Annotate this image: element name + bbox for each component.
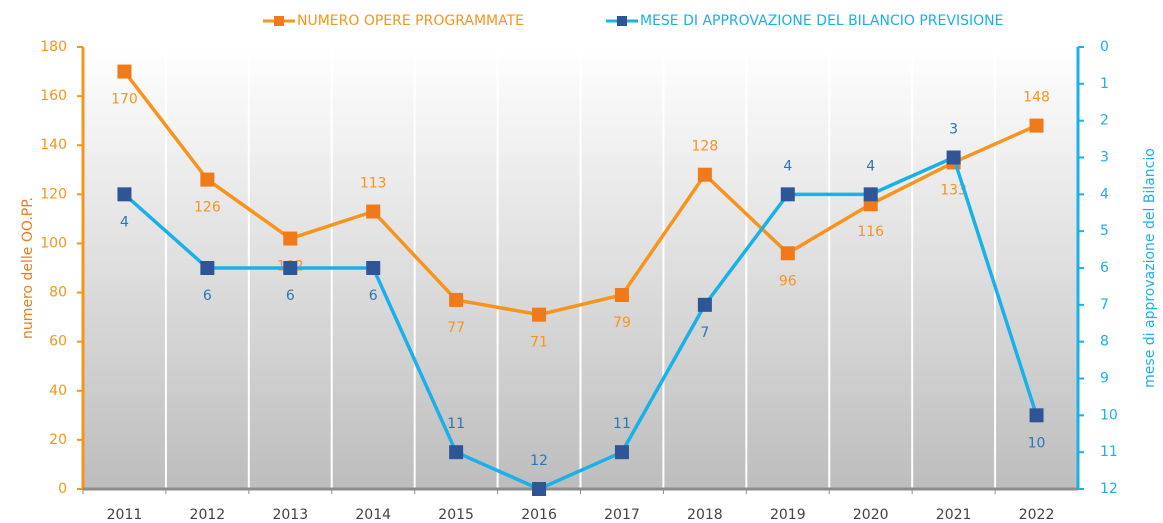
y-tick-label: 20 (49, 432, 67, 448)
data-label: 148 (1023, 90, 1050, 106)
marker (366, 204, 381, 219)
data-label: 126 (194, 200, 221, 216)
marker (200, 261, 215, 275)
y2-tick-label: 9 (1100, 371, 1109, 387)
legend-label: MESE DI APPROVAZIONE DEL BILANCIO PREVIS… (640, 13, 1003, 29)
marker (780, 246, 795, 261)
marker (1029, 408, 1044, 423)
x-tick-label: 2018 (687, 507, 723, 523)
marker (697, 297, 712, 312)
data-label: 3 (949, 122, 958, 138)
x-tick-label: 2015 (438, 507, 474, 523)
x-tick-label: 2020 (853, 507, 889, 523)
marker (614, 445, 629, 460)
y2-tick-label: 0 (1100, 39, 1109, 55)
x-tick-label: 2016 (521, 507, 557, 523)
marker (532, 482, 547, 496)
x-tick-label: 2021 (936, 507, 972, 523)
y2-tick-label: 4 (1100, 186, 1109, 202)
data-label: 12 (530, 453, 548, 469)
marker (1029, 118, 1044, 133)
y-tick-label: 40 (49, 383, 67, 399)
marker (697, 167, 712, 182)
y-tick-label: 120 (40, 186, 67, 202)
data-label: 7 (700, 325, 709, 341)
data-label: 133 (940, 182, 967, 198)
marker (532, 307, 547, 322)
data-label: 4 (866, 158, 875, 174)
data-label: 79 (613, 315, 631, 331)
data-label: 6 (369, 288, 378, 304)
legend-marker (617, 16, 627, 26)
data-label: 11 (447, 416, 465, 432)
data-label: 4 (783, 158, 792, 174)
x-tick-label: 2013 (272, 507, 308, 523)
data-label: 113 (360, 176, 387, 192)
y-tick-label: 80 (49, 285, 67, 301)
data-label: 96 (779, 273, 797, 289)
marker (449, 292, 464, 307)
series-line (123, 70, 1038, 317)
y2-tick-label: 6 (1100, 260, 1109, 276)
y2-tick-label: 7 (1100, 297, 1109, 313)
legend-label: NUMERO OPERE PROGRAMMATE (297, 13, 524, 29)
y2-tick-label: 12 (1100, 481, 1118, 497)
data-label: 11 (613, 416, 631, 432)
data-label: 6 (286, 288, 295, 304)
x-tick-label: 2014 (355, 507, 391, 523)
data-label: 170 (111, 92, 138, 108)
data-label: 71 (530, 335, 548, 351)
y2-tick-label: 5 (1100, 223, 1109, 239)
y-tick-label: 100 (40, 235, 67, 251)
marker (946, 150, 961, 165)
data-label: 116 (857, 224, 884, 240)
y2-tick-label: 10 (1100, 407, 1118, 423)
legend-marker (274, 16, 284, 26)
marker (283, 261, 298, 275)
y-tick-label: 0 (58, 481, 67, 497)
data-label: 10 (1028, 435, 1046, 451)
y-tick-label: 140 (40, 137, 67, 153)
data-label: 77 (447, 320, 465, 336)
marker (449, 445, 464, 460)
data-label: 4 (120, 214, 129, 230)
x-tick-label: 2011 (107, 507, 143, 523)
y-tick-label: 60 (49, 334, 67, 350)
marker (200, 172, 215, 187)
y-tick-label: 180 (40, 39, 67, 55)
marker (863, 187, 878, 202)
y2-tick-label: 3 (1100, 150, 1109, 166)
marker (366, 261, 381, 275)
marker (117, 64, 132, 79)
marker (283, 231, 298, 246)
y2-tick-label: 11 (1100, 444, 1118, 460)
y-axis-title: numero delle OO.PP. (20, 197, 36, 339)
data-label: 128 (692, 139, 719, 155)
y2-tick-label: 1 (1100, 76, 1109, 92)
y-tick-label: 160 (40, 88, 67, 104)
marker (780, 187, 795, 202)
y2-tick-label: 8 (1100, 334, 1109, 350)
marker (614, 288, 629, 303)
data-label: 6 (203, 288, 212, 304)
series-line (123, 155, 1039, 491)
x-tick-label: 2017 (604, 507, 640, 523)
x-tick-label: 2022 (1019, 507, 1055, 523)
y2-axis-title: mese di approvazione del Bilancio (1142, 148, 1158, 388)
x-tick-label: 2012 (190, 507, 226, 523)
y2-tick-label: 2 (1100, 113, 1109, 129)
marker (117, 187, 132, 202)
x-tick-label: 2019 (770, 507, 806, 523)
